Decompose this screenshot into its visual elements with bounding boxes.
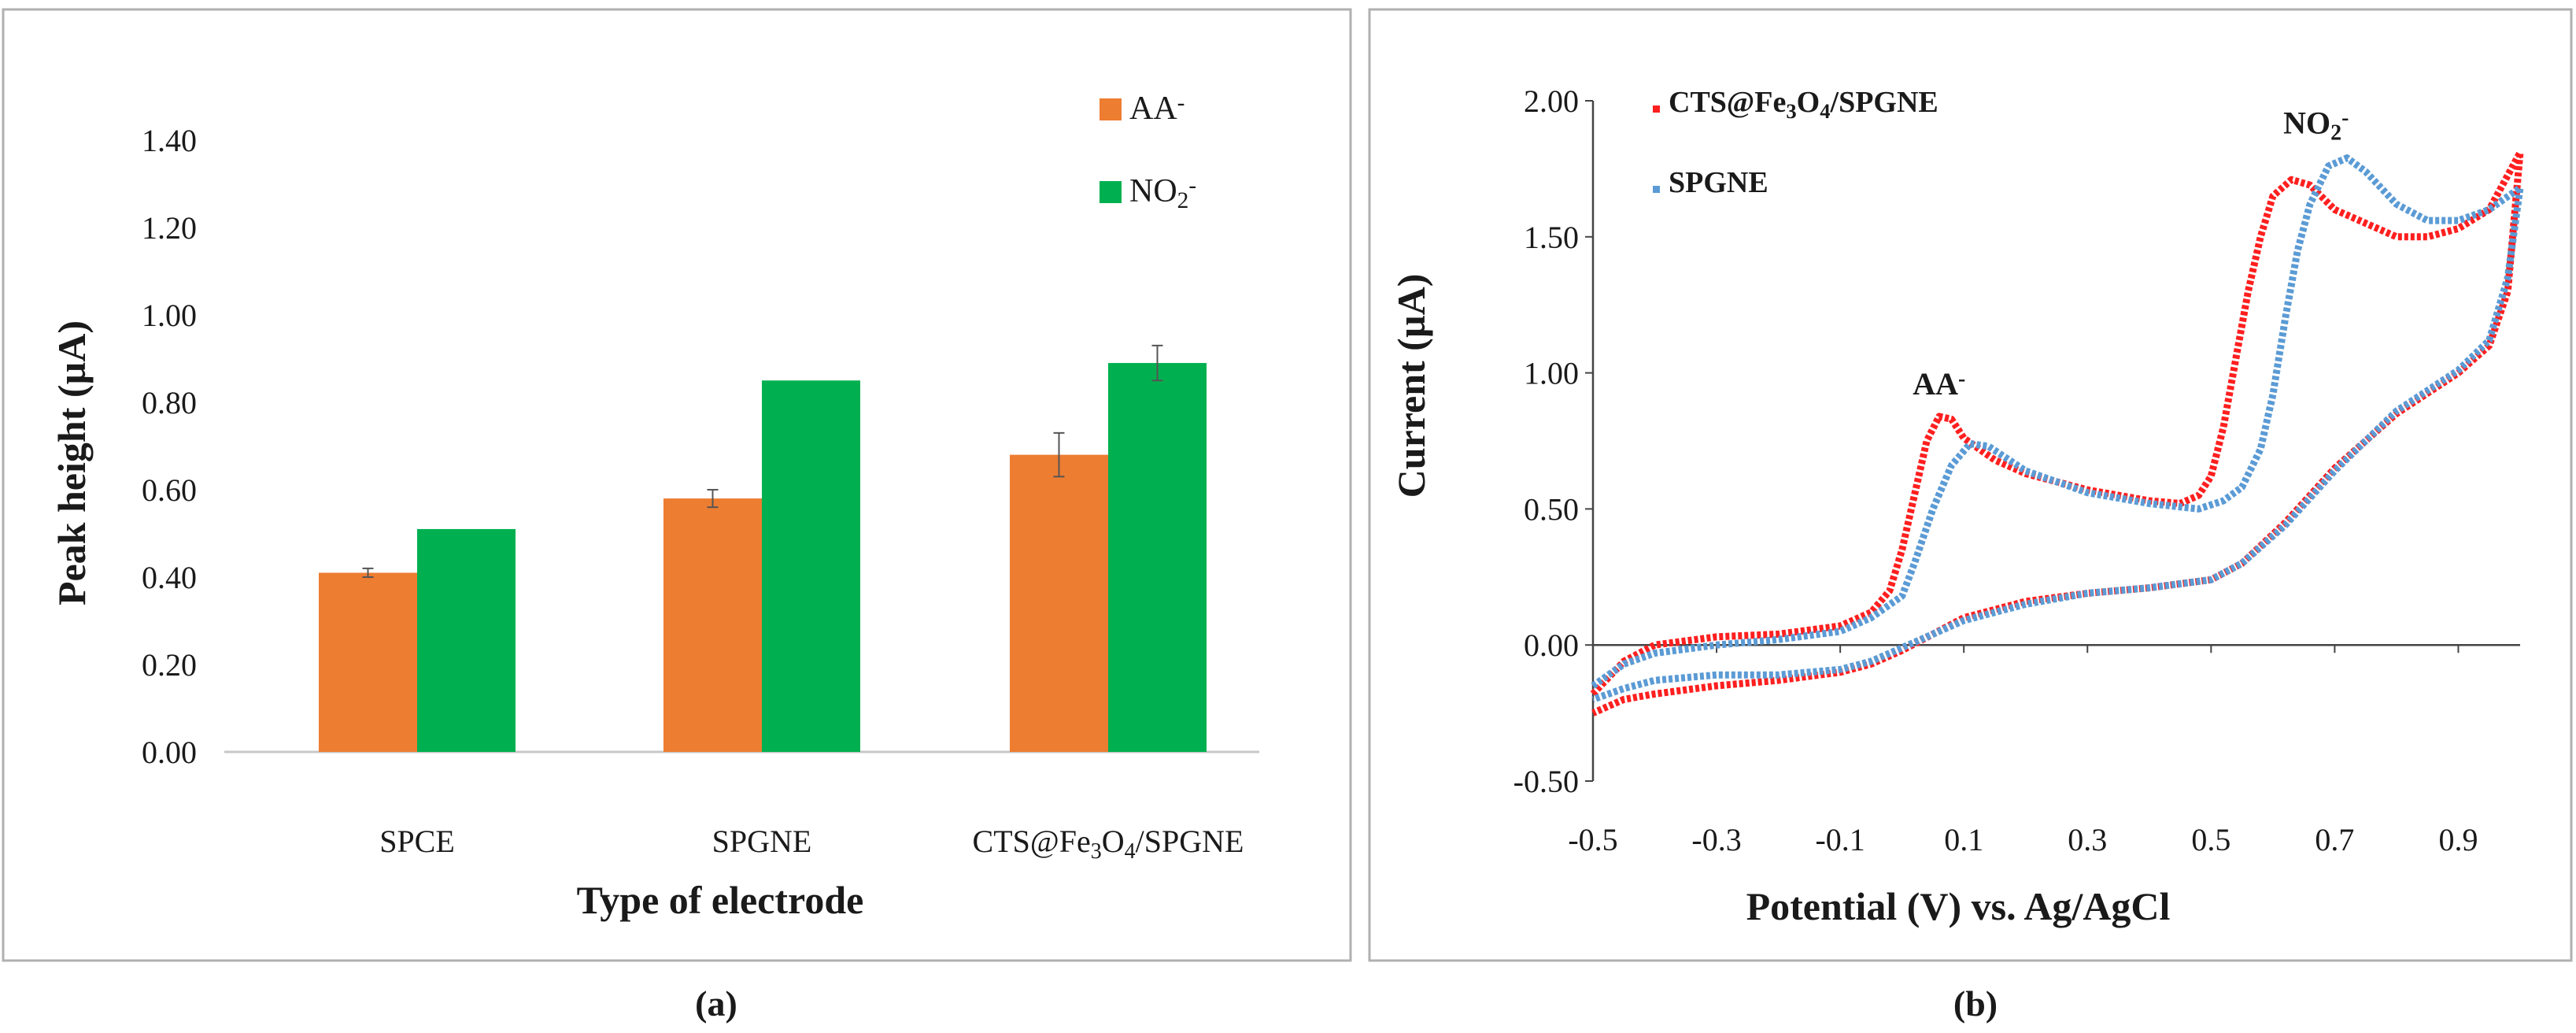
panel-b-xtick-label: 0.7	[2315, 822, 2354, 857]
panel-a-ytick-label: 0.00	[142, 735, 197, 770]
bar-NO2--SPGNE	[762, 380, 860, 752]
peak-annotation: AA-	[1913, 366, 1965, 402]
panel-b-xtick-label: 0.9	[2438, 822, 2478, 857]
panel-a-caption: (a)	[695, 983, 737, 1024]
panel-b-ytick-label: -0.50	[1513, 764, 1579, 799]
panel-a-x-axis-title: Type of electrode	[577, 878, 864, 922]
error-bar	[1053, 431, 1065, 478]
legend-swatch	[1100, 98, 1122, 120]
panel-b-line-chart: -0.50 0.00 0.50 1.00 1.50 2.00 -0.5 -0.3 -0.1 0.1…	[1368, 8, 2573, 962]
panel-b-xtick-label: -0.3	[1691, 822, 1741, 857]
error-bar	[362, 567, 374, 578]
panel-b-ytick-label: 0.00	[1524, 628, 1579, 663]
panel-a-ytick-label: 1.00	[142, 298, 197, 333]
panel-a-ytick-label: 0.60	[142, 472, 197, 508]
panel-a-xtick-label: CTS@Fe3O4/SPGNE	[973, 824, 1244, 864]
panel-b-frame	[1368, 8, 2573, 962]
error-bar	[707, 489, 719, 509]
panel-a-y-axis-title: Peak height (µA)	[50, 320, 94, 605]
panel-b-caption: (b)	[1953, 983, 1998, 1024]
panel-b-xtick-label: -0.1	[1815, 822, 1865, 857]
panel-a-legend: AA- NO2-	[1100, 91, 1196, 213]
panel-a-xtick-labels: SPCE SPGNE CTS@Fe3O4/SPGNE	[379, 824, 1244, 864]
legend-label: AA-	[1129, 91, 1185, 127]
panel-a-xtick-label: SPGNE	[712, 824, 812, 859]
peak-annotation: NO2-	[2283, 105, 2349, 145]
legend-label: CTS@Fe3O4/SPGNE	[1669, 86, 1938, 123]
error-bar	[1151, 344, 1163, 382]
panel-a-ytick-label: 0.40	[142, 560, 197, 595]
series-line-SPGNE	[1591, 154, 2524, 703]
panel-b-ytick-label: 1.00	[1524, 356, 1579, 391]
bar-AA--SPCE	[319, 572, 417, 752]
panel-a-ytick-label: 1.20	[142, 210, 197, 246]
panel-b-xtick-label: -0.5	[1568, 822, 1617, 857]
panel-b-series	[1590, 149, 2524, 716]
panel-a-ytick-label: 0.20	[142, 647, 197, 683]
bar-NO2--CTS@Fe3O4/SPGNE	[1108, 363, 1207, 752]
panel-b-x-axis-title: Potential (V) vs. Ag/AgCl	[1746, 884, 2171, 928]
panel-b-ytick-label: 2.00	[1524, 83, 1579, 119]
bar-AA--SPGNE	[663, 498, 762, 752]
panel-b-y-axis-title: Current (µA)	[1389, 274, 1433, 498]
panel-b-ytick-label: 0.50	[1524, 491, 1579, 527]
bar-NO2--SPCE	[417, 528, 516, 752]
legend-label: SPGNE	[1669, 166, 1768, 199]
legend-label: NO2-	[1129, 173, 1196, 213]
panel-a-ytick-label: 0.80	[142, 385, 197, 420]
legend-swatch	[1100, 181, 1122, 203]
panel-b-ytick-label: 1.50	[1524, 220, 1579, 255]
legend-marker	[1653, 106, 1660, 113]
bar-AA--CTS@Fe3O4/SPGNE	[1010, 454, 1108, 752]
panel-b-xtick-label: 0.5	[2191, 822, 2230, 857]
panel-a-xtick-label: SPCE	[379, 824, 455, 859]
panel-b-legend: CTS@Fe3O4/SPGNE SPGNE	[1653, 86, 1938, 199]
panel-a-ytick-label: 1.40	[142, 123, 197, 158]
panel-b-xtick-label: 0.1	[1944, 822, 1983, 857]
panel-b-annotations: AA- NO2-	[1913, 105, 2349, 402]
panel-a-bars	[319, 344, 1207, 752]
panel-b-axes: -0.50 0.00 0.50 1.00 1.50 2.00 -0.5 -0.3 -0.1 0.1…	[1513, 83, 2520, 857]
panel-a-bar-chart: 0.00 0.20 0.40 0.60 0.80 1.00 1.20 1.40 SPCE SPG…	[2, 8, 1352, 962]
legend-marker	[1653, 186, 1660, 193]
panel-b-xtick-label: 0.3	[2068, 822, 2107, 857]
